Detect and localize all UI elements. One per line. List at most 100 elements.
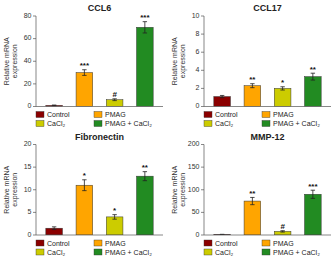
error-bar-cap [220,97,224,98]
y-axis-label: Relative mRNAexpression [171,37,187,85]
y-tick [33,83,36,84]
y-axis-label-line: expression [11,44,19,78]
marks [46,22,153,107]
legend-label: Control [47,240,70,247]
bar [106,217,123,235]
error-bar [311,73,315,80]
y-tick-label: 0 [196,231,200,238]
y-tick [201,106,204,107]
legend-swatch [94,112,102,118]
significance-marker: # [280,222,285,231]
error-bar-cap [280,232,284,233]
error-bar [250,84,254,88]
error-bar-line [144,22,145,33]
panel-title: CCL17 [253,3,282,13]
error-bar-line [312,190,313,198]
legend-swatch [262,240,270,246]
panel: FibronectinRelative mRNAexpression051015… [3,132,163,256]
bar [244,86,261,107]
y-tick-label: 50 [192,208,200,215]
legend-swatch [36,121,44,127]
legend: ControlPMAGCaCl₂PMAG + CaCl₂ [36,240,152,256]
legend-swatch [94,249,102,255]
y-tick [201,189,204,190]
error-bar-cap [52,105,56,106]
error-bar [82,70,86,76]
legend: ControlPMAGCaCl₂PMAG + CaCl₂ [204,111,320,127]
marks [214,73,321,106]
bar [274,231,291,235]
y-tick [201,16,204,17]
y-axis-label: Relative mRNAexpression [171,166,187,214]
error-bar-line [252,197,253,204]
error-bar [250,197,254,204]
marks [214,190,321,235]
legend-swatch [262,112,270,118]
chart-root: CCL6Relative mRNAexpression020406080***#… [0,0,336,257]
bar [244,201,261,235]
error-bar-cap [311,80,315,81]
y-tick-label: 6 [196,48,200,55]
legend-swatch [36,240,44,246]
error-bar-cap [52,226,56,227]
legend-swatch [36,112,44,118]
y-tick [33,167,36,168]
y-tick [201,144,204,145]
panel-title: Fibronectin [75,132,124,142]
legend-label: PMAG + CaCl₂ [105,120,152,127]
error-bar-line [114,215,115,220]
y-axis-label: Relative mRNAexpression [3,166,19,214]
y-axis-label: Relative mRNAexpression [3,37,19,85]
error-bar [52,105,56,107]
panel: CCL17Relative mRNAexpression0246810*****… [171,3,331,127]
legend: ControlPMAGCaCl₂PMAG + CaCl₂ [36,111,152,127]
bar [214,97,231,107]
significance-marker: *** [80,61,90,70]
x-axis-line [204,106,331,107]
y-tick-label: 150 [188,163,200,170]
significance-marker: *** [140,13,150,22]
panel-title: MMP-12 [250,132,284,142]
y-tick-label: 2 [196,84,200,91]
significance-marker: * [281,78,285,87]
y-tick-label: 200 [188,140,200,147]
y-tick [33,106,36,107]
significance-marker: ** [310,65,317,74]
legend-label: CaCl₂ [47,249,66,256]
y-axis-label-line: expression [179,173,187,207]
bar [305,77,322,107]
legend-swatch [262,249,270,255]
y-tick-label: 20 [24,140,32,147]
x-axis-line [204,235,331,236]
legend-swatch [204,240,212,246]
y-axis-line [204,145,205,236]
y-tick [201,235,204,236]
y-tick-label: 0 [28,102,32,109]
y-tick [201,34,204,35]
y-tick [33,235,36,236]
y-tick [33,212,36,213]
legend-swatch [204,112,212,118]
error-bar-line [84,70,85,76]
significance-marker: * [83,171,87,180]
legend-label: PMAG + CaCl₂ [273,120,320,127]
y-tick-label: 10 [192,12,200,19]
legend-swatch [94,121,102,127]
y-axis-label-line: Relative mRNA [171,166,178,214]
y-tick-label: 100 [188,186,200,193]
y-axis-label-line: Relative mRNA [3,37,10,85]
legend-swatch [204,121,212,127]
legend-label: PMAG [273,111,294,118]
bar [274,88,291,106]
legend-swatch [204,249,212,255]
significance-marker: * [113,206,117,215]
y-tick-label: 80 [24,12,32,19]
error-bar [220,95,224,97]
error-bar [82,180,86,191]
y-tick-label: 0 [196,102,200,109]
legend-label: PMAG + CaCl₂ [273,249,320,256]
y-axis-line [36,16,37,107]
error-bar-cap [143,180,147,181]
y-tick [33,189,36,190]
significance-marker: ** [249,75,256,84]
